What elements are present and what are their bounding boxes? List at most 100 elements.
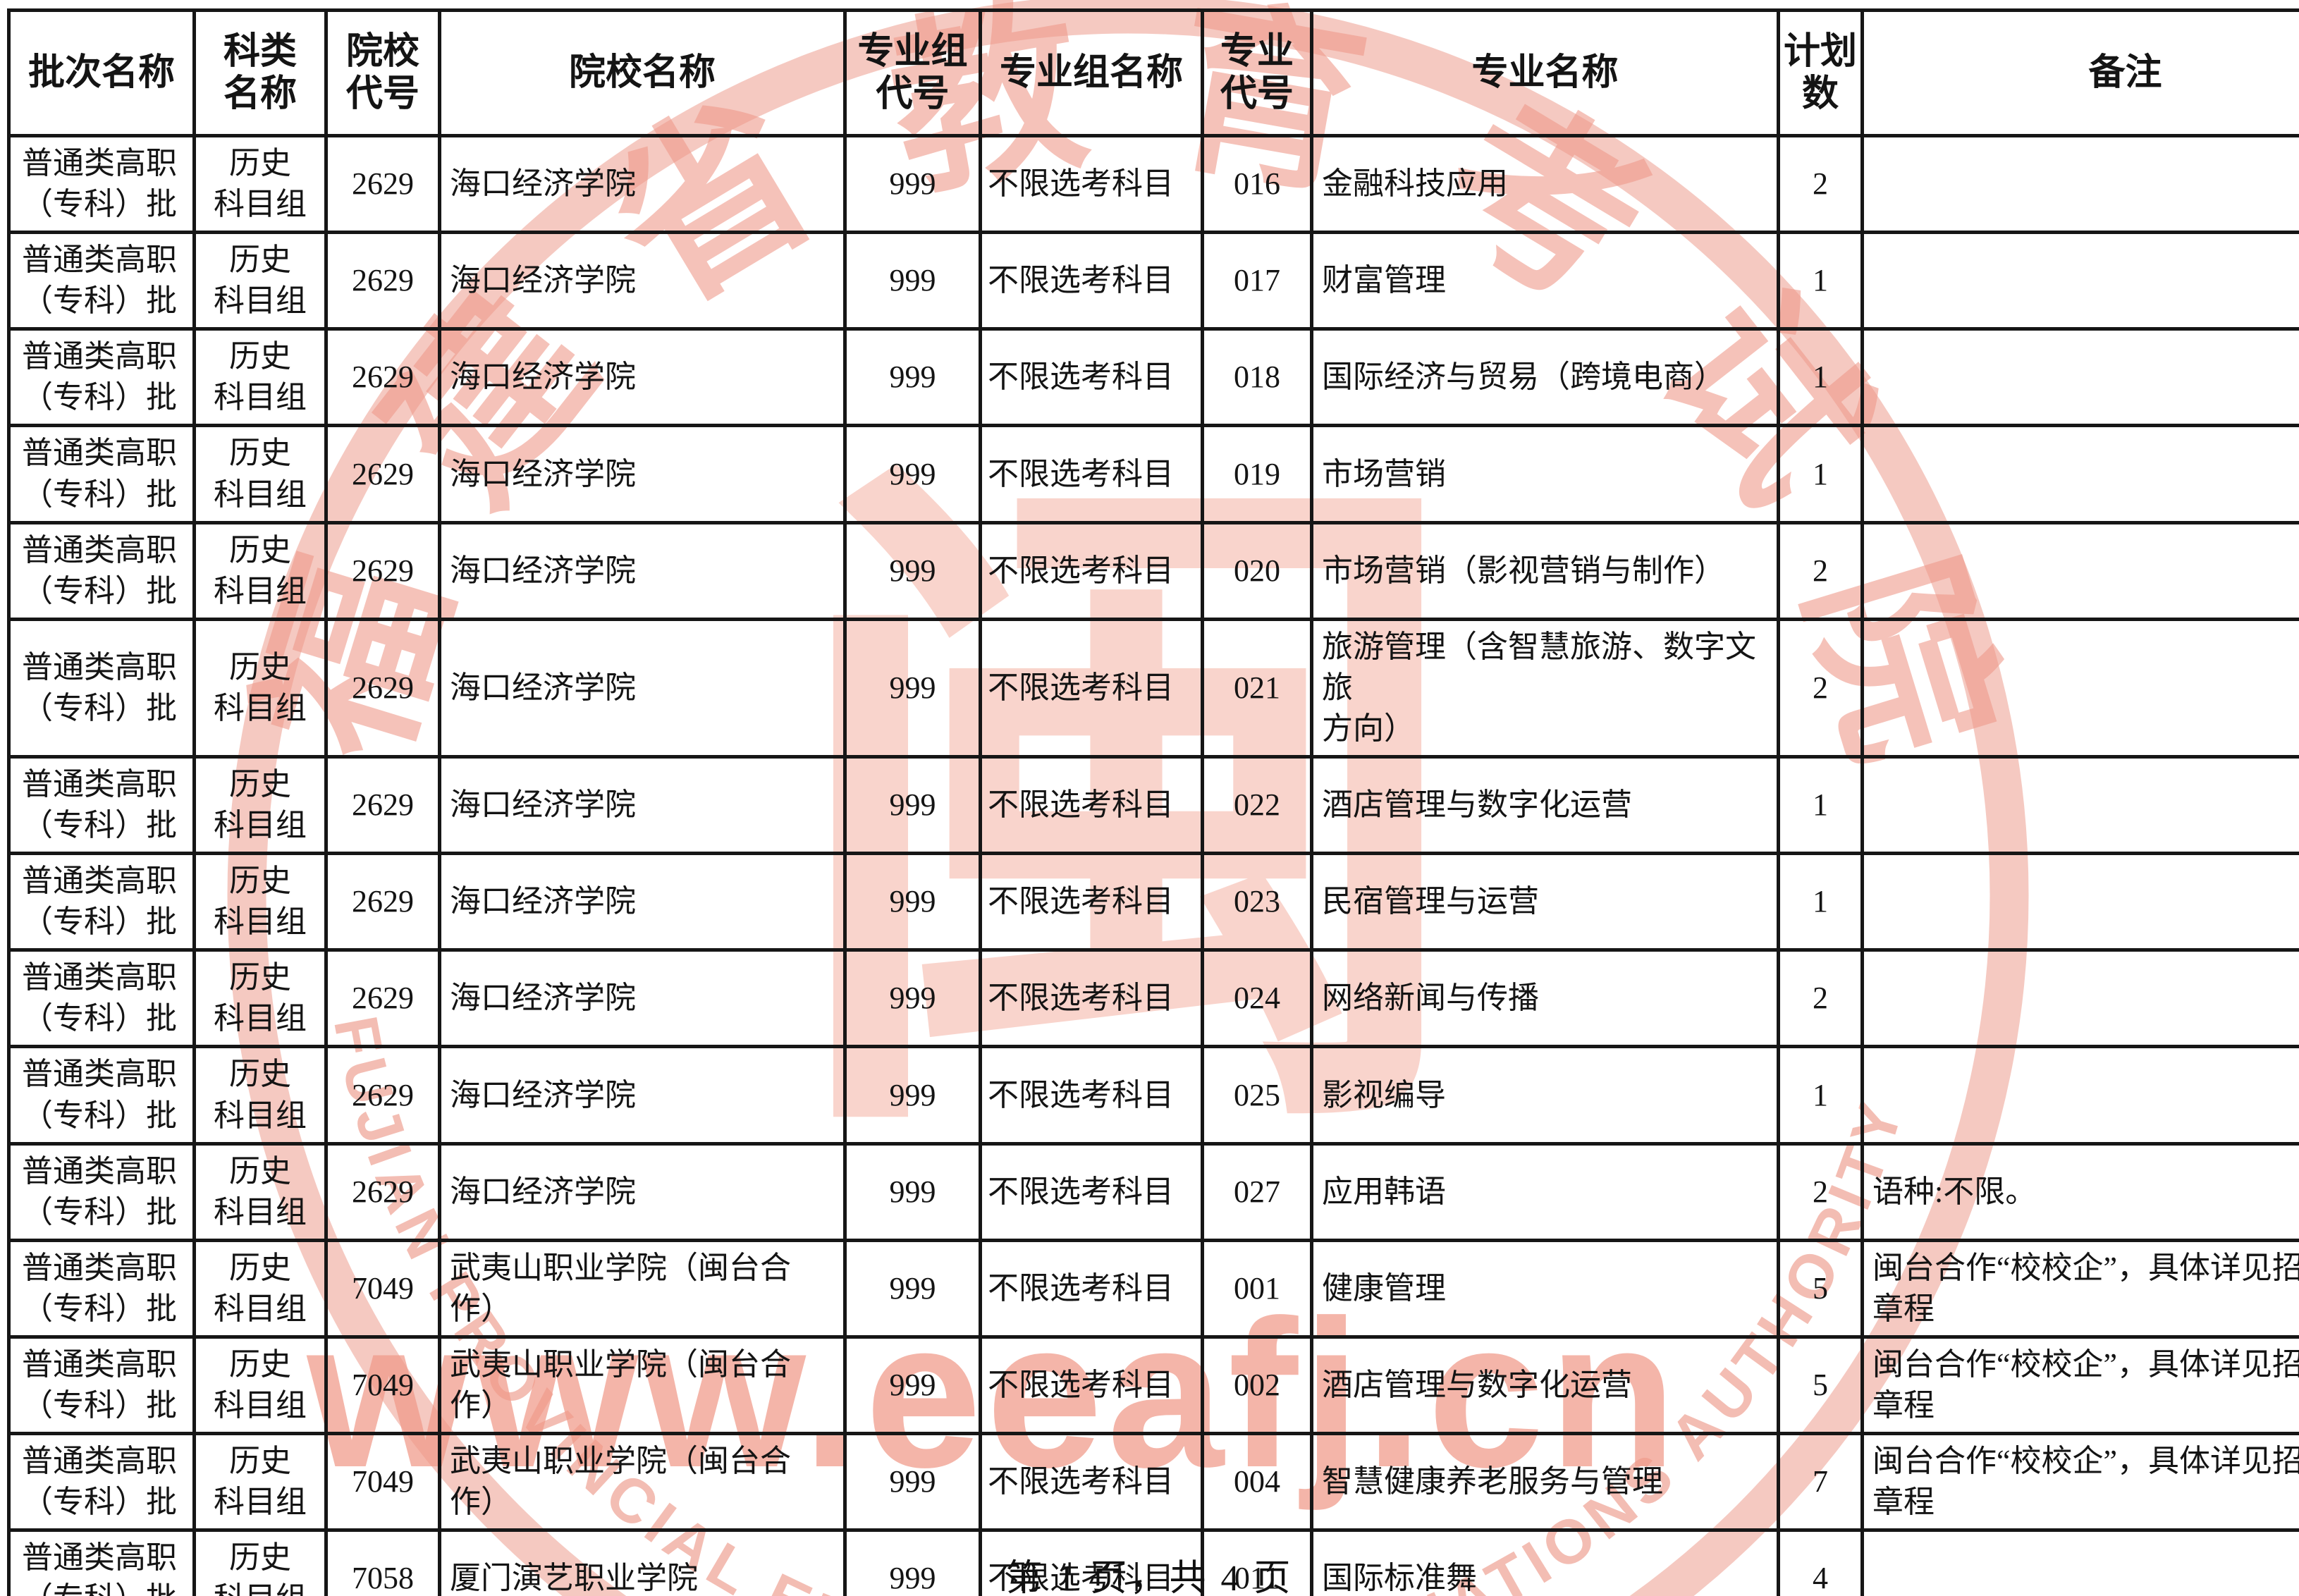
cell-major_name: 影视编导 [1310, 1045, 1780, 1146]
cell-major_name: 网络新闻与传播 [1310, 948, 1780, 1049]
cell-remark [1860, 231, 2299, 331]
cell-school_code: 2629 [324, 1141, 441, 1242]
cell-group_code: 999 [843, 231, 982, 331]
cell-major_code: 027 [1201, 1141, 1313, 1242]
table-row: 普通类高职 （专科）批 历史 科目组 2629 海口经济学院 999 不限选考科目 025 影… [7, 1045, 2299, 1146]
cell-plan_count: 1 [1777, 231, 1864, 331]
cell-school_name: 海口经济学院 [438, 852, 847, 952]
cell-group_code: 999 [843, 755, 982, 856]
cell-major_code: 018 [1201, 327, 1313, 428]
cell-group_code: 999 [843, 1045, 982, 1146]
cell-school_code: 7049 [324, 1238, 441, 1339]
cell-plan_count: 4 [1777, 1528, 1864, 1596]
cell-group_name: 不限选考科目 [979, 948, 1204, 1049]
table-row: 普通类高职 （专科）批 历史 科目组 2629 海口经济学院 999 不限选考科目 024 网… [7, 948, 2299, 1049]
cell-school_name: 武夷山职业学院（闽台合作） [438, 1238, 847, 1339]
cell-batch: 普通类高职 （专科）批 [7, 1141, 196, 1242]
table-row: 普通类高职 （专科）批 历史 科目组 2629 海口经济学院 999 不限选考科目 023 民… [7, 852, 2299, 952]
table-row: 普通类高职 （专科）批 历史 科目组 7049 武夷山职业学院（闽台合作） 999 不限选… [7, 1238, 2299, 1339]
header-row: 批次名称 科类 名称 院校 代号 院校名称 专业组 代号 专业组名称 专业 代号 专业名称 计划… [7, 8, 2299, 137]
header-plan_count: 计划 数 [1777, 8, 1864, 137]
cell-subject: 历史 科目组 [192, 1432, 328, 1533]
table-header: 批次名称 科类 名称 院校 代号 院校名称 专业组 代号 专业组名称 专业 代号 专业名称 计划… [7, 8, 2299, 137]
cell-school_name: 海口经济学院 [438, 617, 847, 759]
cell-school_name: 海口经济学院 [438, 520, 847, 621]
table-body: 普通类高职 （专科）批 历史 科目组 2629 海口经济学院 999 不限选考科目 016 金… [7, 133, 2299, 1596]
cell-subject: 历史 科目组 [192, 948, 328, 1049]
cell-batch: 普通类高职 （专科）批 [7, 1528, 196, 1596]
cell-major_code: 017 [1201, 231, 1313, 331]
table-row: 普通类高职 （专科）批 历史 科目组 2629 海口经济学院 999 不限选考科目 020 市… [7, 520, 2299, 621]
cell-batch: 普通类高职 （专科）批 [7, 1334, 196, 1436]
cell-remark [1860, 520, 2299, 621]
cell-subject: 历史 科目组 [192, 520, 328, 621]
cell-subject: 历史 科目组 [192, 617, 328, 759]
cell-batch: 普通类高职 （专科）批 [7, 520, 196, 621]
cell-remark [1860, 755, 2299, 856]
cell-subject: 历史 科目组 [192, 1334, 328, 1436]
table-row: 普通类高职 （专科）批历史 科目组7058厦门演艺职业学院999不限选考科目01… [7, 1528, 2299, 1596]
cell-plan_count: 2 [1777, 133, 1864, 235]
cell-subject: 历史 科目组 [192, 1528, 328, 1596]
cell-school_code: 2629 [324, 520, 441, 621]
cell-group_name: 不限选考科目 [979, 1045, 1204, 1146]
cell-subject: 历史 科目组 [192, 231, 328, 331]
cell-subject: 历史 科目组 [192, 755, 328, 856]
cell-remark [1860, 852, 2299, 952]
cell-group_code: 999 [843, 133, 982, 235]
cell-group_name: 不限选考科目 [979, 1238, 1204, 1339]
table-row: 普通类高职 （专科）批 历史 科目组 7049 武夷山职业学院（闽台合作） 999 不限选… [7, 1432, 2299, 1533]
cell-major_code: 021 [1201, 617, 1313, 759]
cell-school_name: 海口经济学院 [438, 424, 847, 524]
cell-remark: 闽台合作“校校企”，具体详见招生 章程 [1860, 1238, 2299, 1339]
cell-major_code: 023 [1201, 852, 1313, 952]
cell-group_name: 不限选考科目 [979, 1334, 1204, 1436]
cell-major_name: 旅游管理（含智慧旅游、数字文旅 方向） [1310, 617, 1780, 759]
cell-group_code: 999 [843, 424, 982, 524]
cell-group_code: 999 [843, 617, 982, 759]
cell-major_name: 国际经济与贸易（跨境电商） [1310, 327, 1780, 428]
cell-school_name: 海口经济学院 [438, 133, 847, 235]
cell-school_name: 海口经济学院 [438, 1045, 847, 1146]
table-row: 普通类高职 （专科）批 历史 科目组 2629 海口经济学院 999 不限选考科目 018 国… [7, 327, 2299, 428]
cell-major_code: 024 [1201, 948, 1313, 1049]
cell-plan_count: 1 [1777, 852, 1864, 952]
cell-school_name: 武夷山职业学院（闽台合作） [438, 1432, 847, 1533]
cell-subject: 历史 科目组 [192, 1238, 328, 1339]
cell-school_name: 海口经济学院 [438, 231, 847, 331]
cell-subject: 历史 科目组 [192, 327, 328, 428]
cell-major_code: 011 [1201, 1528, 1313, 1596]
table-row: 普通类高职 （专科）批 历史 科目组 2629 海口经济学院 999 不限选考科目 016 金… [7, 133, 2299, 235]
cell-batch: 普通类高职 （专科）批 [7, 617, 196, 759]
cell-remark [1860, 327, 2299, 428]
cell-plan_count: 1 [1777, 327, 1864, 428]
cell-plan_count: 2 [1777, 520, 1864, 621]
table-row: 普通类高职 （专科）批 历史 科目组 2629 海口经济学院 999 不限选考科目 019 市… [7, 424, 2299, 524]
cell-group_code: 999 [843, 520, 982, 621]
cell-major_code: 025 [1201, 1045, 1313, 1146]
cell-batch: 普通类高职 （专科）批 [7, 755, 196, 856]
table-row: 普通类高职 （专科）批 历史 科目组 2629 海口经济学院 999 不限选考科目 017 财… [7, 231, 2299, 331]
header-batch: 批次名称 [7, 8, 196, 137]
cell-plan_count: 2 [1777, 1141, 1864, 1242]
cell-group_name: 不限选考科目 [979, 231, 1204, 331]
table-row: 普通类高职 （专科）批 历史 科目组 2629 海口经济学院 999 不限选考科目 027 应… [7, 1141, 2299, 1242]
cell-major_name: 健康管理 [1310, 1238, 1780, 1339]
cell-plan_count: 5 [1777, 1334, 1864, 1436]
cell-major_code: 020 [1201, 520, 1313, 621]
cell-remark [1860, 617, 2299, 759]
cell-major_code: 019 [1201, 424, 1313, 524]
cell-school_code: 2629 [324, 1045, 441, 1146]
header-major_code: 专业 代号 [1201, 8, 1313, 137]
cell-school_code: 7049 [324, 1432, 441, 1533]
cell-group_code: 999 [843, 1334, 982, 1436]
cell-school_code: 2629 [324, 852, 441, 952]
cell-batch: 普通类高职 （专科）批 [7, 1045, 196, 1146]
cell-batch: 普通类高职 （专科）批 [7, 231, 196, 331]
page-footer: 第 1 页，共 4 页 [1005, 1559, 1294, 1596]
cell-plan_count: 2 [1777, 948, 1864, 1049]
cell-major_code: 001 [1201, 1238, 1313, 1339]
cell-school_code: 2629 [324, 231, 441, 331]
cell-group_name: 不限选考科目 [979, 1528, 1204, 1596]
cell-school_code: 2629 [324, 327, 441, 428]
